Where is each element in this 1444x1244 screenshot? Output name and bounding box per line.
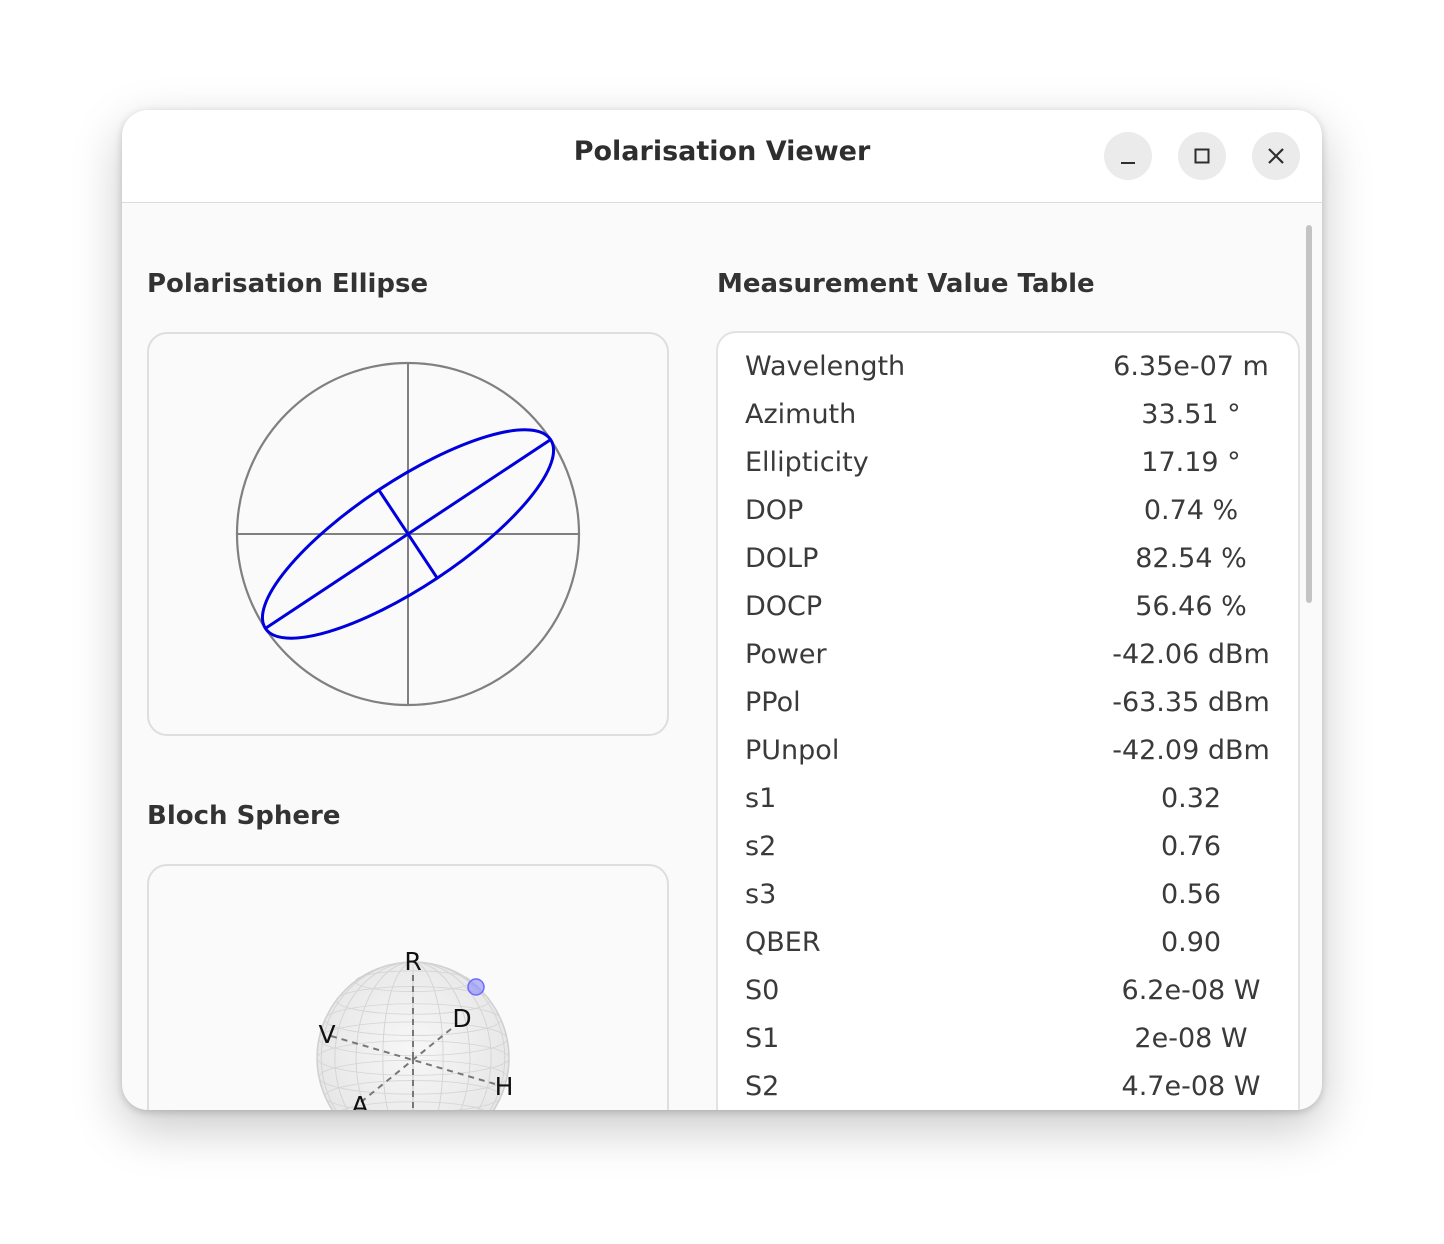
row-value: 4.7e-08 W — [1121, 1071, 1261, 1102]
row-value: 82.54 % — [1135, 543, 1247, 574]
app-window: Polarisation Viewer Polarisation Ellipse — [122, 110, 1322, 1110]
row-value: 0.90 — [1160, 927, 1222, 958]
row-value: -42.06 dBm — [1112, 639, 1270, 670]
row-label: QBER — [745, 927, 821, 958]
row-value: 0.32 — [1160, 783, 1222, 814]
maximize-icon — [1194, 148, 1210, 164]
table-row: Ellipticity 17.19 ° — [718, 433, 1298, 481]
bloch-section-title: Bloch Sphere — [147, 801, 341, 831]
meridian-line — [320, 961, 506, 1110]
row-value: 6.35e-07 m — [1113, 351, 1269, 382]
row-value: -63.35 dBm — [1112, 687, 1270, 718]
row-value: 0.76 — [1160, 831, 1222, 862]
row-label: s2 — [745, 831, 777, 862]
minimize-button[interactable] — [1104, 132, 1152, 180]
row-label: S1 — [745, 1023, 780, 1054]
bloch-canvas: R V D H A — [316, 947, 514, 1110]
table-row: DOCP 56.46 % — [718, 577, 1298, 625]
measurement-table: Wavelength 6.35e-07 m Azimuth 33.51 ° Ellipt… — [716, 331, 1300, 1110]
table-row: S0 6.2e-08 W — [718, 961, 1298, 1009]
table-row: DOP 0.74 % — [718, 481, 1298, 529]
row-label: Azimuth — [745, 399, 857, 430]
parallel-line — [316, 1040, 510, 1076]
label-v: V — [318, 1020, 335, 1049]
row-label: PPol — [745, 687, 801, 718]
table-row: PPol -63.35 dBm — [718, 673, 1298, 721]
parallel-line — [341, 1101, 485, 1110]
table-row: s2 0.76 — [718, 817, 1298, 865]
table-row: S2 4.7e-08 W — [718, 1057, 1298, 1105]
label-a: A — [351, 1091, 368, 1110]
sphere-mesh — [316, 961, 510, 1110]
row-label: s1 — [745, 783, 777, 814]
table-row: QBER 0.90 — [718, 913, 1298, 961]
label-h: H — [495, 1072, 514, 1101]
bloch-sphere-plot: R V D H A — [147, 864, 669, 1110]
table-row: PUnpol -42.09 dBm — [718, 721, 1298, 769]
row-label: DOLP — [745, 543, 819, 574]
row-label: S2 — [745, 1071, 780, 1102]
row-value: 56.46 % — [1135, 591, 1247, 622]
row-label: Ellipticity — [745, 447, 869, 478]
maximize-button[interactable] — [1178, 132, 1226, 180]
title-bar[interactable]: Polarisation Viewer — [122, 110, 1322, 203]
table-row: s1 0.32 — [718, 769, 1298, 817]
row-value: -42.09 dBm — [1112, 735, 1270, 766]
state-point — [467, 978, 485, 996]
row-value: 2e-08 W — [1134, 1023, 1248, 1054]
table-row: DOLP 82.54 % — [718, 529, 1298, 577]
label-r: R — [404, 947, 421, 976]
label-d: D — [452, 1004, 471, 1033]
row-value: 33.51 ° — [1141, 399, 1241, 430]
minor-axis — [377, 489, 439, 579]
polarisation-ellipse-plot — [147, 332, 669, 736]
row-value: 0.74 % — [1143, 495, 1239, 526]
table-row: S1 2e-08 W — [718, 1009, 1298, 1057]
row-label: DOP — [745, 495, 804, 526]
table-row: s3 0.56 — [718, 865, 1298, 913]
row-label: DOCP — [745, 591, 823, 622]
row-label: Power — [745, 639, 827, 670]
window-title: Polarisation Viewer — [573, 136, 871, 167]
row-label: Wavelength — [745, 351, 906, 382]
row-value: 17.19 ° — [1141, 447, 1241, 478]
row-value: 6.2e-08 W — [1121, 975, 1261, 1006]
scrollbar-thumb[interactable] — [1306, 225, 1312, 603]
row-label: S0 — [745, 975, 780, 1006]
axis-d-a — [360, 1028, 452, 1103]
table-section-title: Measurement Value Table — [717, 269, 1095, 299]
close-button[interactable] — [1252, 132, 1300, 180]
row-label: PUnpol — [745, 735, 840, 766]
table-row: Wavelength 6.35e-07 m — [718, 337, 1298, 385]
close-icon — [1268, 148, 1284, 164]
row-value: 0.56 — [1160, 879, 1222, 910]
content-area[interactable]: Polarisation Ellipse Bloch Sphere — [122, 203, 1322, 1110]
ellipse-section-title: Polarisation Ellipse — [147, 269, 429, 299]
ellipse-canvas — [235, 361, 581, 707]
row-label: s3 — [745, 879, 777, 910]
table-row: Power -42.06 dBm — [718, 625, 1298, 673]
minimize-icon — [1121, 162, 1135, 164]
table-row: Azimuth 33.51 ° — [718, 385, 1298, 433]
